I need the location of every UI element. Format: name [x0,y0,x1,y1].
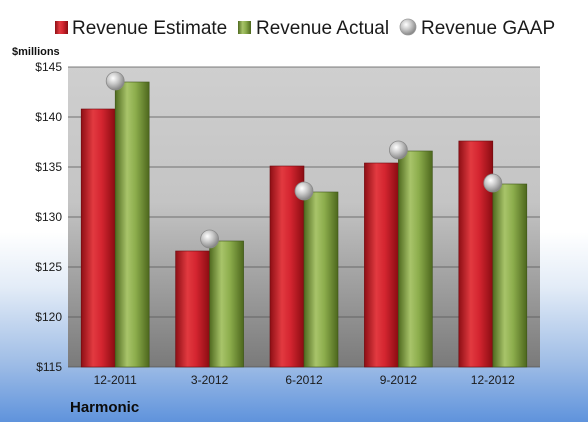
y-tick-label: $115 [36,360,62,374]
x-axis-ticks: 12-2011 3-2012 6-2012 9-2012 12-2012 [94,373,516,387]
legend-swatch-revenue-estimate [55,21,68,34]
marker-revenue-gaap [200,229,220,249]
marker-revenue-gaap [388,140,408,160]
x-tick-label: 9-2012 [380,373,418,387]
bar-revenue-estimate [364,162,399,368]
x-tick-label: 12-2011 [94,373,137,387]
y-axis-unit-label: $millions [12,46,60,58]
bar-revenue-estimate [80,108,116,368]
bar-revenue-actual [398,150,433,368]
bar-revenue-actual [492,183,528,368]
y-tick-label: $120 [35,310,62,324]
marker-revenue-gaap [483,173,503,193]
x-tick-label: 6-2012 [285,373,323,387]
bar-revenue-actual [209,240,244,368]
x-tick-label: 3-2012 [191,373,229,387]
gaap-markers [105,71,503,249]
y-tick-label: $130 [35,210,62,224]
legend-label-revenue-actual: Revenue Actual [256,18,389,39]
bar-revenue-estimate [175,250,210,368]
bar-revenue-actual [303,191,339,368]
y-tick-label: $135 [35,160,62,174]
y-tick-label: $125 [35,260,62,274]
bar-revenue-estimate [458,140,494,368]
bar-revenue-actual [114,81,150,368]
legend-label-revenue-estimate: Revenue Estimate [72,18,227,39]
marker-revenue-gaap [294,181,314,201]
marker-revenue-gaap [105,71,125,91]
y-axis-ticks: $115 $120 $125 $130 $135 $140 $145 [35,60,62,374]
legend-marker-revenue-gaap [399,18,417,36]
company-name: Harmonic [70,399,139,416]
x-tick-label: 12-2012 [471,373,515,387]
bar-revenue-estimate [269,165,305,368]
y-tick-label: $140 [35,110,62,124]
legend-swatch-revenue-actual [238,21,251,34]
legend: Revenue Estimate Revenue Actual Revenue … [55,18,555,39]
y-tick-label: $145 [35,60,62,74]
legend-label-revenue-gaap: Revenue GAAP [421,18,555,39]
